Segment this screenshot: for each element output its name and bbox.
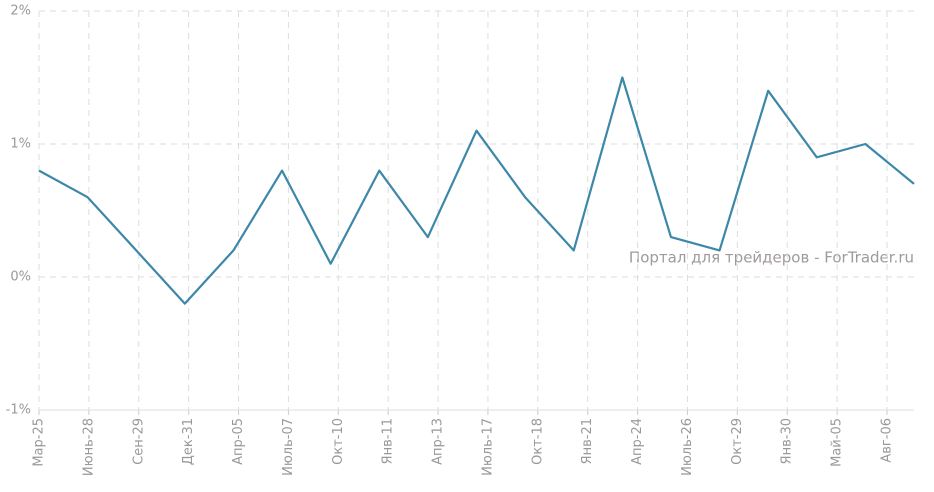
- x-tick-label: Июль-17: [480, 418, 495, 476]
- x-tick-label: Апр-24: [630, 418, 645, 465]
- x-tick-label: Апр-05: [231, 418, 246, 465]
- x-tick-label: Янв-11: [381, 418, 396, 464]
- x-tick-label: Дек-31: [181, 418, 196, 465]
- x-tick-label: Мар-25: [32, 418, 47, 467]
- x-tick-label: Окт-18: [530, 418, 545, 465]
- x-tick-label: Авг-06: [880, 418, 895, 463]
- x-tick-label: Июль-07: [281, 418, 296, 476]
- x-tick-label: Июнь-28: [81, 418, 96, 476]
- x-tick-label: Янв-21: [580, 418, 595, 464]
- x-tick-label: Сен-29: [131, 418, 146, 465]
- x-tick-label: Окт-10: [331, 418, 346, 465]
- x-tick-label: Июль-26: [680, 418, 695, 476]
- x-tick-label: Янв-30: [780, 418, 795, 464]
- x-tick-label: Апр-13: [431, 418, 446, 465]
- y-tick-label: 0%: [10, 270, 31, 285]
- watermark: Портал для трейдеров - ForTrader.ru: [629, 249, 914, 267]
- y-tick-label: 2%: [10, 4, 31, 19]
- y-tick-label: -1%: [6, 403, 31, 418]
- x-tick-label: Май-05: [830, 418, 845, 467]
- line: [38, 76, 915, 305]
- y-tick-label: 1%: [10, 137, 31, 152]
- x-tick-label: Окт-29: [730, 418, 745, 465]
